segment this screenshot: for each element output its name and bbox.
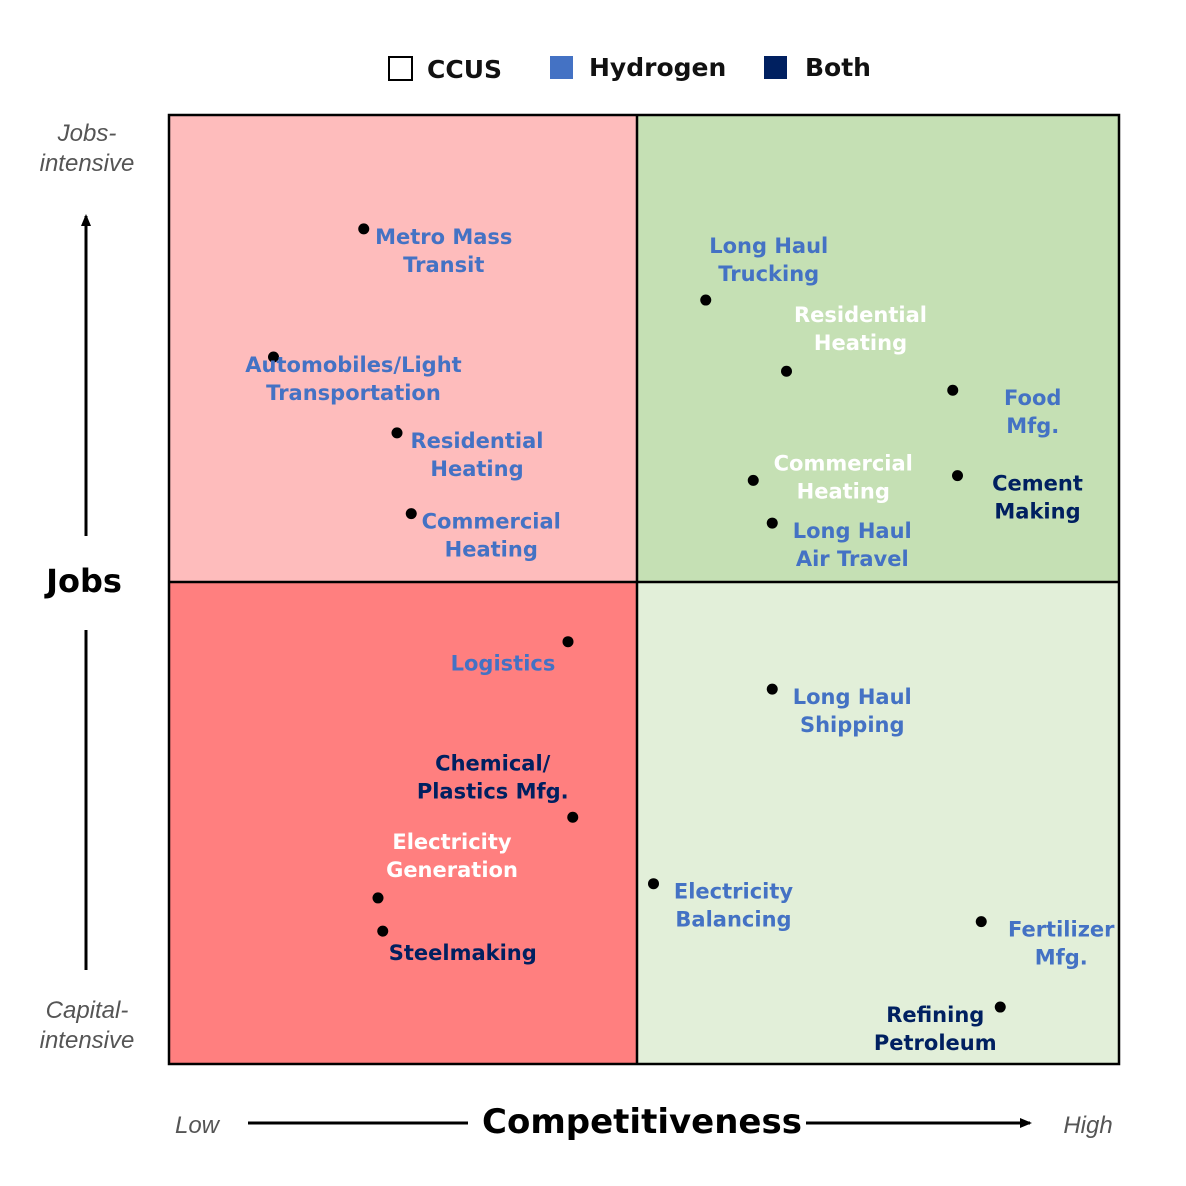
point-label-residential-heating-line1: Residential [794,303,927,327]
point-label-metro-mass-transit-line2: Transit [403,253,484,277]
quadrant-bottom-left [169,582,637,1064]
point-commercial-heating: Commercial Heating [405,508,561,562]
point-label-chemical-plastics-mfg-line1: Chemical/ [435,751,551,775]
point-electricity-generation: Electricity Generation [372,830,518,904]
point-label-electricity-balancing-line2: Balancing [675,908,791,932]
point-label-long-haul-air-travel-line1: Long Haul [793,519,912,543]
point-label-chemical-plastics-mfg-line2: Plastics Mfg. [417,779,569,803]
legend-label-both: Both [805,53,871,82]
x-axis: Low Competitiveness High [175,1102,1113,1142]
point-marker-long-haul-trucking [700,294,712,306]
point-food-mfg: Food Mfg. [947,384,1061,438]
point-marker-chemical-plastics-mfg [567,811,579,823]
point-label-cement-making-line2: Making [994,500,1080,524]
legend-swatch-both [764,56,787,79]
quadrant-top-left [169,115,637,582]
x-axis-high-label: High [1063,1112,1112,1139]
point-marker-metro-mass-transit [358,223,370,235]
point-chemical-plastics-mfg: Chemical/Plastics Mfg. [417,751,579,823]
point-marker-automobiles-light-transportation [268,351,279,363]
point-marker-electricity-balancing [648,878,659,890]
point-label-residential-heating-line2: Heating [430,457,523,481]
point-label-logistics-line1: Logistics [451,652,556,676]
point-label-refining-petroleum-line2: Petroleum [874,1031,997,1055]
point-cement-making: Cement Making [952,470,1083,524]
point-label-electricity-generation-line1: Electricity [392,830,512,854]
y-axis-bottom-label-line2: intensive [40,1027,135,1054]
point-long-haul-trucking: Long Haul Trucking [700,234,828,306]
point-label-fertilizer-mfg-line2: Mfg. [1035,946,1088,970]
point-metro-mass-transit: Metro Mass Transit [358,223,512,277]
legend: CCUS Hydrogen Both [388,53,871,84]
y-axis-top-label-line2: intensive [40,150,135,177]
point-marker-commercial-heating [405,508,417,520]
point-label-commercial-heating-line2: Heating [445,538,538,562]
point-label-electricity-generation-line2: Generation [386,858,518,882]
point-label-residential-heating-line2: Heating [814,331,907,355]
legend-swatch-hydrogen [550,56,573,79]
point-marker-residential-heating [391,427,403,439]
point-label-refining-petroleum-line1: Refining [886,1003,984,1027]
point-residential-heating: Residential Heating [781,303,927,377]
point-fertilizer-mfg: Fertilizer Mfg. [975,916,1115,970]
point-marker-refining-petroleum [994,1001,1006,1013]
y-axis: Jobs- intensive Jobs Capital- intensive [40,120,135,1054]
point-long-haul-air-travel: Long Haul Air Travel [766,517,912,571]
point-logistics: Logistics [451,636,574,676]
point-label-food-mfg-line1: Food [1004,386,1061,410]
point-label-electricity-balancing-line1: Electricity [674,880,794,904]
point-label-commercial-heating-line2: Heating [797,479,890,503]
point-label-long-haul-shipping-line1: Long Haul [793,685,912,709]
point-marker-food-mfg [947,384,959,396]
y-axis-title: Jobs [44,562,122,600]
point-label-commercial-heating-line1: Commercial [774,451,913,475]
point-marker-commercial-heating [747,474,759,486]
point-label-long-haul-air-travel-line2: Air Travel [796,547,909,571]
legend-label-ccus: CCUS [427,55,502,84]
x-axis-low-label: Low [175,1112,221,1139]
plot-border [167,113,1121,1066]
point-label-long-haul-shipping-line2: Shipping [800,713,905,737]
point-marker-long-haul-air-travel [766,517,778,529]
point-marker-cement-making [952,470,963,482]
point-label-commercial-heating-line1: Commercial [422,510,561,534]
point-label-long-haul-trucking-line2: Trucking [718,262,819,286]
point-commercial-heating: Commercial Heating [747,451,913,503]
point-label-steelmaking-line1: Steelmaking [389,941,537,965]
y-axis-top-label-line1: Jobs- [57,120,117,147]
legend-label-hydrogen: Hydrogen [589,53,726,82]
point-label-automobiles-light-transportation-line1: Automobiles/Light [245,353,461,377]
x-axis-title: Competitiveness [482,1102,802,1142]
point-label-long-haul-trucking-line1: Long Haul [709,234,828,258]
point-label-fertilizer-mfg-line1: Fertilizer [1008,918,1115,942]
point-marker-residential-heating [781,365,792,377]
point-automobiles-light-transportation: Automobiles/Light Transportation [245,351,462,405]
quadrants [167,113,1121,1066]
point-marker-logistics [562,636,574,648]
quadrant-top-right [637,115,1119,582]
point-steelmaking: Steelmaking [377,925,537,965]
point-marker-fertilizer-mfg [975,916,987,928]
point-long-haul-shipping: Long Haul Shipping [766,683,912,737]
data-points: Metro Mass Transit Automobiles/Light Transp… [245,223,1115,1055]
legend-swatch-ccus [388,56,413,81]
point-label-food-mfg-line2: Mfg. [1006,414,1059,438]
point-electricity-balancing: Electricity Balancing [648,878,793,932]
point-residential-heating: Residential Heating [391,427,544,481]
point-marker-electricity-generation [372,892,384,904]
point-refining-petroleum: Refining Petroleum [874,1001,1006,1055]
point-marker-steelmaking [377,925,389,937]
point-label-residential-heating-line1: Residential [411,429,544,453]
point-label-metro-mass-transit-line1: Metro Mass [375,225,512,249]
point-label-cement-making-line1: Cement [992,472,1083,496]
quadrant-bottom-right [637,582,1119,1064]
point-label-automobiles-light-transportation-line2: Transportation [266,381,441,405]
point-marker-long-haul-shipping [766,683,778,695]
y-axis-bottom-label-line1: Capital- [46,997,129,1024]
